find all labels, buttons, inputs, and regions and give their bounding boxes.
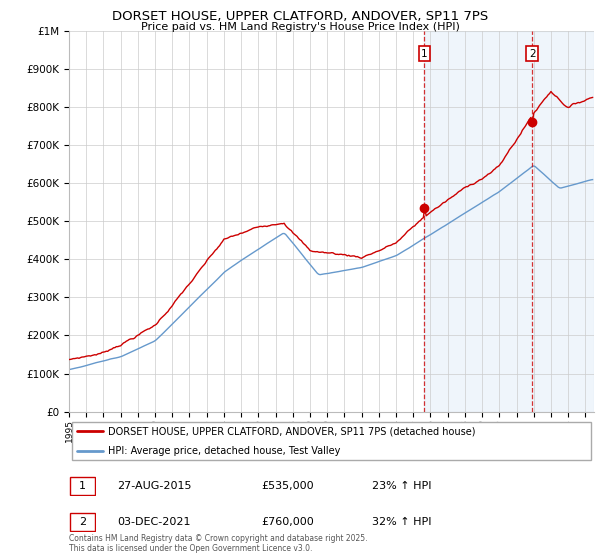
Text: 23% ↑ HPI: 23% ↑ HPI	[372, 481, 431, 491]
FancyBboxPatch shape	[70, 477, 95, 495]
FancyBboxPatch shape	[70, 513, 95, 531]
Text: 2: 2	[529, 49, 536, 59]
Text: 32% ↑ HPI: 32% ↑ HPI	[372, 517, 431, 527]
Text: HPI: Average price, detached house, Test Valley: HPI: Average price, detached house, Test…	[109, 446, 341, 456]
Text: 27-AUG-2015: 27-AUG-2015	[117, 481, 191, 491]
Text: DORSET HOUSE, UPPER CLATFORD, ANDOVER, SP11 7PS (detached house): DORSET HOUSE, UPPER CLATFORD, ANDOVER, S…	[109, 426, 476, 436]
Text: £760,000: £760,000	[261, 517, 314, 527]
Text: 1: 1	[421, 49, 428, 59]
Text: Price paid vs. HM Land Registry's House Price Index (HPI): Price paid vs. HM Land Registry's House …	[140, 22, 460, 32]
Text: 03-DEC-2021: 03-DEC-2021	[117, 517, 191, 527]
Text: Contains HM Land Registry data © Crown copyright and database right 2025.
This d: Contains HM Land Registry data © Crown c…	[69, 534, 367, 553]
Text: 2: 2	[79, 517, 86, 527]
Text: DORSET HOUSE, UPPER CLATFORD, ANDOVER, SP11 7PS: DORSET HOUSE, UPPER CLATFORD, ANDOVER, S…	[112, 10, 488, 23]
FancyBboxPatch shape	[71, 422, 592, 460]
Bar	[424, 31, 594, 412]
Text: £535,000: £535,000	[261, 481, 314, 491]
Text: 1: 1	[79, 481, 86, 491]
